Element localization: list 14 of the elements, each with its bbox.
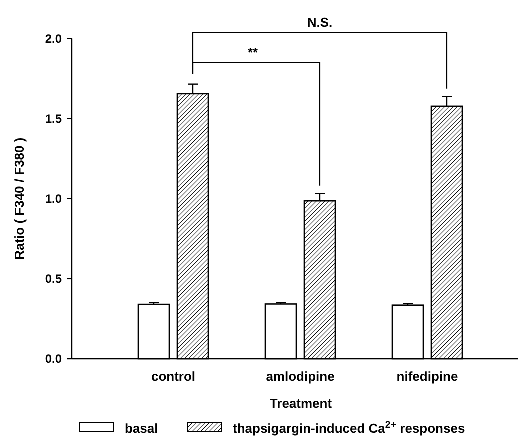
x-tick-label: control [151,369,196,384]
legend-label: thapsigargin-induced Ca$^{2+}$ responses [233,420,466,436]
legend-label: basal [125,421,158,436]
x-tick-label: nifedipine [396,369,458,384]
y-tick-label: 2.0 [45,32,62,46]
x-tick-label: amlodipine [266,369,335,384]
y-tick-label: 1.5 [45,112,62,126]
annotation: ** [248,45,259,60]
y-axis-title: Ratio ( F340 / F380 ) [12,138,27,260]
y-tick-label: 0.0 [45,352,62,366]
text: N.S. [307,15,333,30]
y-tick-label: 1.0 [45,192,62,206]
y-tick-label: 0.5 [45,272,62,286]
x-axis-title: Treatment [270,396,333,411]
